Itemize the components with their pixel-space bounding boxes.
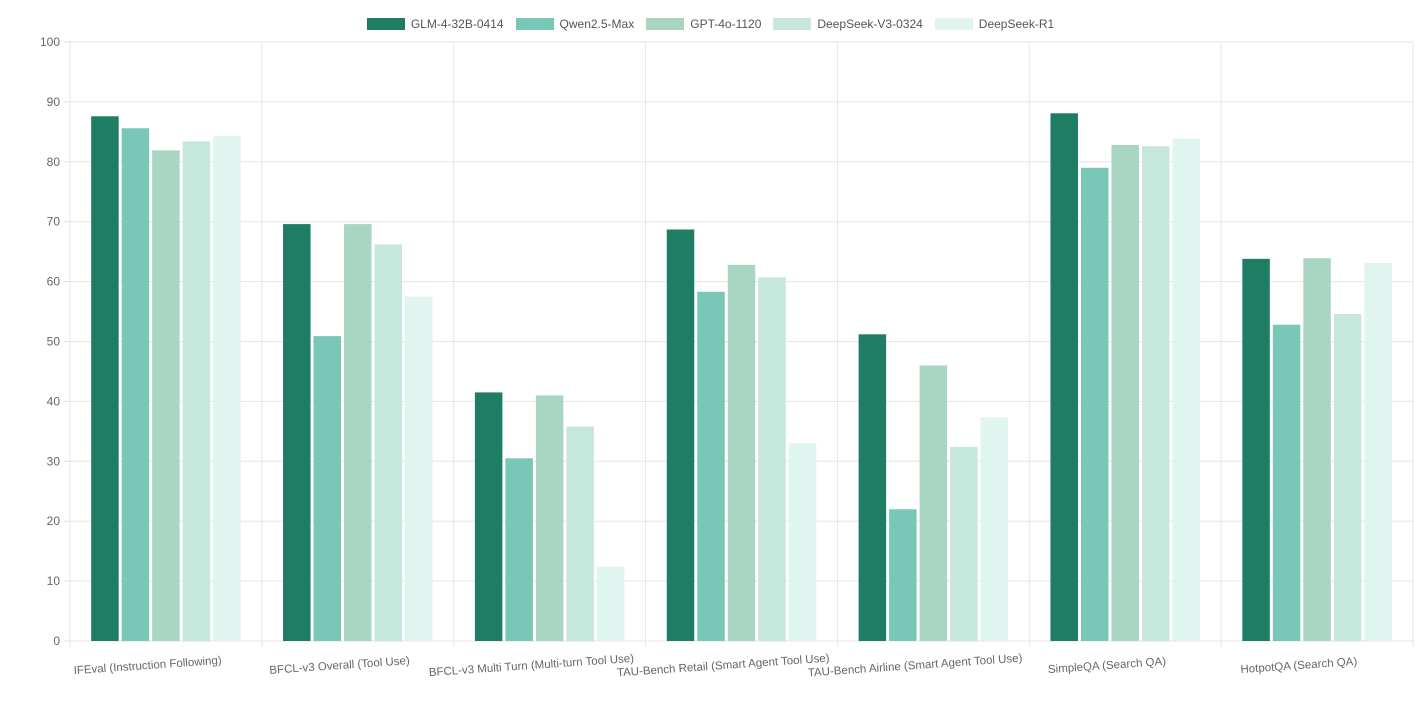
bar xyxy=(1050,113,1078,641)
bar xyxy=(889,509,917,641)
y-tick-label: 60 xyxy=(47,275,61,289)
bar xyxy=(758,277,786,641)
bar xyxy=(535,395,564,641)
legend-swatch xyxy=(646,18,685,30)
y-tick-label: 90 xyxy=(47,95,61,109)
bar xyxy=(788,443,817,641)
legend-swatch xyxy=(934,18,973,30)
bar xyxy=(1172,138,1200,641)
legend-item[interactable]: DeepSeek-V3-0324 xyxy=(773,17,923,31)
y-tick-label: 0 xyxy=(53,634,60,648)
x-tick-label: BFCL-v3 Multi Turn (Multi-turn Tool Use) xyxy=(428,653,634,679)
x-tick-label: TAU-Bench Airline (Smart Agent Tool Use) xyxy=(808,653,1023,680)
legend-label: DeepSeek-R1 xyxy=(978,17,1055,31)
bar xyxy=(121,128,150,642)
bar xyxy=(474,392,503,641)
y-tick-label: 10 xyxy=(47,574,61,588)
legend-label: GPT-4o-1120 xyxy=(690,17,762,31)
bar xyxy=(213,136,241,641)
x-tick-label: IFEval (Instruction Following) xyxy=(73,655,222,677)
bar xyxy=(666,229,695,641)
bar xyxy=(697,291,725,641)
legend: GLM-4-32B-0414 Qwen2.5-Max GPT-4o-1120 Deep… xyxy=(0,17,1421,31)
bar xyxy=(1333,313,1362,641)
x-tick-label: SimpleQA (Search QA) xyxy=(1048,656,1167,676)
bar xyxy=(505,458,533,641)
legend-swatch xyxy=(773,18,812,30)
bar xyxy=(313,336,342,641)
bar xyxy=(91,116,119,641)
x-tick-label: HotpotQA (Search QA) xyxy=(1240,656,1358,676)
y-tick-label: 30 xyxy=(47,454,61,468)
legend-label: GLM-4-32B-0414 xyxy=(410,17,504,31)
bar xyxy=(950,446,978,641)
bar xyxy=(1141,146,1170,641)
bar xyxy=(1303,258,1331,641)
bar xyxy=(919,365,948,641)
bar xyxy=(152,150,180,641)
x-tick-label: TAU-Bench Retail (Smart Agent Tool Use) xyxy=(617,653,831,680)
bar xyxy=(727,264,756,641)
y-tick-label: 100 xyxy=(40,35,60,49)
bar xyxy=(566,426,594,641)
bar xyxy=(980,417,1009,641)
legend-label: DeepSeek-V3-0324 xyxy=(817,17,923,31)
bar xyxy=(182,141,211,641)
bar xyxy=(1111,145,1139,641)
legend-swatch xyxy=(366,18,405,30)
bar xyxy=(405,296,433,641)
y-tick-label: 70 xyxy=(47,215,61,229)
legend-label: Qwen2.5-Max xyxy=(559,17,635,31)
y-tick-label: 40 xyxy=(47,394,61,408)
y-tick-label: 20 xyxy=(47,514,61,528)
bar xyxy=(1364,263,1392,641)
legend-swatch xyxy=(515,18,554,30)
legend-item[interactable]: GLM-4-32B-0414 xyxy=(366,17,504,31)
bar xyxy=(1272,324,1301,641)
bar xyxy=(283,224,311,641)
bar xyxy=(1080,167,1109,642)
legend-item[interactable]: Qwen2.5-Max xyxy=(515,17,635,31)
bar xyxy=(1242,258,1270,641)
y-tick-label: 50 xyxy=(47,335,61,349)
bar xyxy=(858,334,887,641)
legend-item[interactable]: DeepSeek-R1 xyxy=(934,17,1055,31)
x-tick-label: BFCL-v3 Overall (Tool Use) xyxy=(269,655,410,677)
bar xyxy=(596,566,625,641)
bar xyxy=(374,244,403,641)
bar xyxy=(344,224,372,641)
legend-item[interactable]: GPT-4o-1120 xyxy=(646,17,761,31)
y-tick-label: 80 xyxy=(47,155,61,169)
